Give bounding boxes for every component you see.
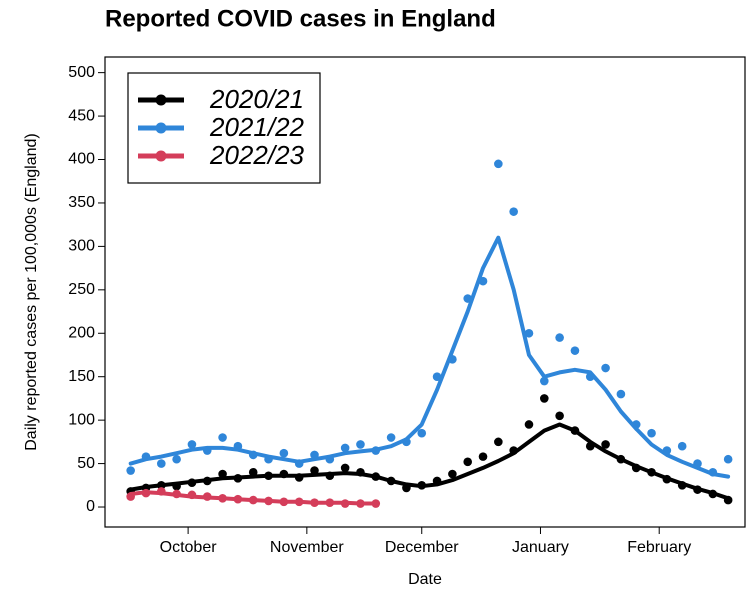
point [356,440,365,449]
legend-dot [155,150,167,162]
x-tick-label: November [270,539,344,556]
point [570,346,580,355]
point [601,363,610,373]
point [340,463,350,473]
y-tick-label: 300 [68,238,95,255]
y-tick-label: 350 [68,194,95,211]
y-tick-label: 400 [68,151,95,168]
legend-label: 2020/21 [209,84,304,114]
point [601,440,610,449]
point [723,454,733,464]
point [524,420,534,429]
point [448,469,457,479]
point [616,389,626,399]
point [218,433,227,442]
point [647,428,656,438]
x-tick-label: February [627,539,691,556]
x-axis-label: Date [408,571,442,588]
point [157,459,166,468]
point [417,428,427,438]
point [218,469,227,479]
point [555,333,564,342]
y-axis-label: Daily reported cases per 100,000s (Engla… [23,133,40,451]
trend-line [128,235,731,479]
point [677,441,687,451]
point [524,328,534,338]
point [494,437,503,447]
y-tick-label: 150 [68,368,95,385]
point [463,457,473,467]
point [386,433,396,442]
point [187,440,197,449]
legend-label: 2021/22 [209,112,305,142]
point [310,466,319,475]
y-tick-label: 500 [68,64,95,81]
y-tick-label: 100 [68,411,95,428]
y-tick-label: 250 [68,281,95,298]
point [478,452,488,461]
point [340,443,350,453]
legend-dot [155,94,167,106]
point [540,394,549,403]
x-tick-label: January [512,539,569,556]
legend-dot [155,122,167,134]
point [172,454,181,464]
chart-title: Reported COVID cases in England [105,5,496,32]
point [540,376,549,386]
point [248,467,258,477]
point [555,411,564,421]
y-tick-label: 200 [68,324,95,341]
trend-line [128,490,378,506]
point [126,466,135,475]
legend-label: 2022/23 [209,140,305,170]
y-tick-label: 0 [86,498,95,515]
trend-line [128,422,731,501]
point [509,207,518,216]
point [279,448,289,458]
x-tick-label: December [385,539,459,556]
plot-frame [104,56,746,528]
x-tick-label: October [160,539,218,556]
y-tick-label: 50 [77,455,95,472]
y-tick-label: 450 [68,107,95,124]
point [494,159,503,169]
